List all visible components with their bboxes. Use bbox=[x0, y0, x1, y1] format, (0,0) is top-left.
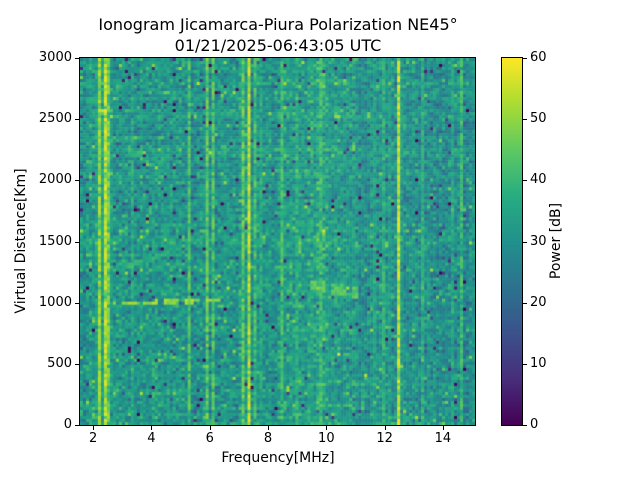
x-tick-label: 10 bbox=[318, 431, 335, 446]
x-tick-label: 4 bbox=[147, 431, 156, 446]
y-tick-mark bbox=[75, 119, 79, 121]
x-tick-label: 2 bbox=[88, 431, 98, 446]
y-tick-label: 0 bbox=[63, 417, 72, 432]
colorbar-tick-label: 40 bbox=[530, 172, 547, 188]
colorbar-label: Power [dB] bbox=[548, 202, 564, 280]
y-tick-mark bbox=[75, 363, 79, 365]
colorbar-tick-mark bbox=[523, 302, 527, 304]
x-tick-mark bbox=[442, 426, 444, 430]
x-tick-mark bbox=[93, 426, 95, 430]
y-tick-mark bbox=[75, 180, 79, 182]
y-tick-label: 3000 bbox=[38, 50, 72, 65]
x-tick-mark bbox=[151, 426, 153, 430]
x-tick-label: 6 bbox=[205, 431, 214, 446]
colorbar-tick-mark bbox=[523, 119, 527, 121]
colorbar-tick-label: 60 bbox=[530, 50, 547, 65]
y-tick-mark bbox=[75, 241, 79, 243]
chart-title-block: Ionogram Jicamarca-Piura Polarization NE… bbox=[80, 14, 476, 56]
x-tick-mark bbox=[268, 426, 270, 430]
chart-title: Ionogram Jicamarca-Piura Polarization NE… bbox=[98, 15, 458, 34]
colorbar bbox=[501, 57, 523, 426]
colorbar-tick-mark bbox=[523, 425, 527, 426]
y-tick-mark bbox=[75, 58, 79, 59]
x-tick-label: 12 bbox=[376, 431, 393, 446]
x-tick-label: 8 bbox=[263, 431, 273, 446]
x-tick-mark bbox=[209, 426, 211, 430]
y-tick-label: 500 bbox=[47, 355, 72, 371]
colorbar-tick-label: 20 bbox=[530, 294, 547, 310]
y-tick-label: 2500 bbox=[38, 111, 72, 127]
plot-border bbox=[79, 57, 476, 426]
colorbar-tick-label: 0 bbox=[530, 417, 539, 432]
colorbar-tick-label: 50 bbox=[530, 111, 547, 127]
x-tick-mark bbox=[326, 426, 328, 430]
x-tick-mark bbox=[384, 426, 386, 430]
chart-subtitle: 01/21/2025-06:43:05 UTC bbox=[174, 36, 382, 55]
y-tick-label: 1000 bbox=[38, 294, 72, 310]
y-tick-label: 2000 bbox=[38, 172, 72, 188]
colorbar-tick-mark bbox=[523, 180, 527, 182]
y-tick-mark bbox=[75, 302, 79, 304]
x-axis-label: Frequency[MHz] bbox=[221, 450, 335, 466]
colorbar-tick-label: 30 bbox=[530, 233, 547, 249]
y-axis-label: Virtual Distance[Km] bbox=[13, 168, 29, 314]
y-tick-label: 1500 bbox=[38, 233, 72, 249]
ionogram-heatmap bbox=[80, 58, 475, 425]
colorbar-tick-label: 10 bbox=[530, 355, 547, 371]
colorbar-tick-mark bbox=[523, 241, 527, 243]
x-tick-label: 14 bbox=[434, 431, 452, 446]
y-tick-mark bbox=[75, 425, 79, 426]
colorbar-tick-mark bbox=[523, 363, 527, 365]
colorbar-tick-mark bbox=[523, 58, 527, 59]
